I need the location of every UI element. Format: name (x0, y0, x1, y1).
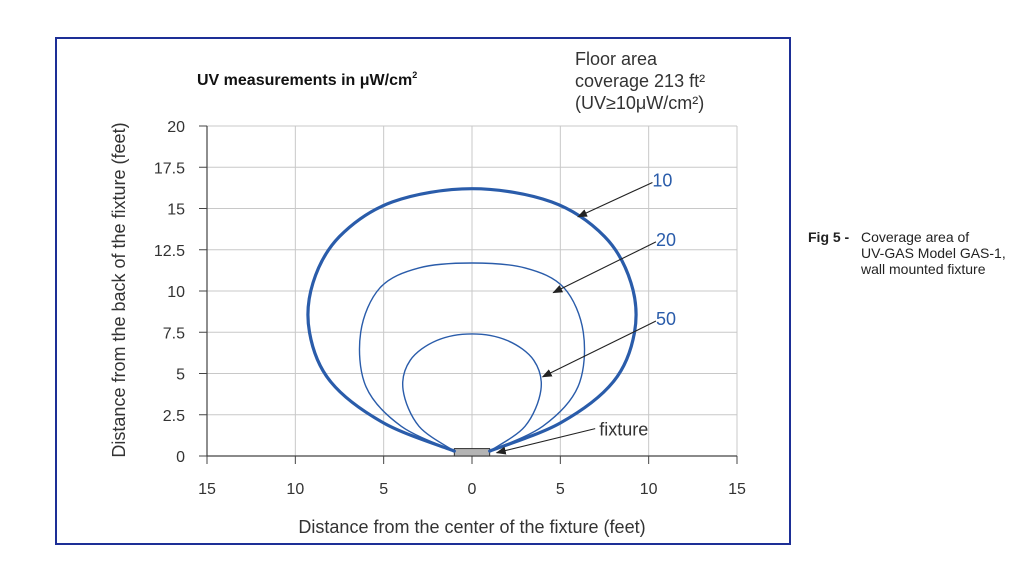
contour-line-10 (306, 187, 638, 453)
y-tick-label: 7.5 (163, 325, 185, 342)
contour-line-50 (402, 333, 542, 452)
contour-label-50: 50 (656, 309, 676, 329)
x-tick-label: 15 (728, 481, 746, 498)
figure-frame: 15 10 5 0 5 10 15 0 2.5 5 7.5 10 12.5 15 17.5 20 10 20 50… (55, 37, 791, 545)
y-tick-label: 2.5 (163, 408, 185, 425)
annotation-arrow (495, 428, 596, 455)
x-tick-label: 5 (379, 481, 388, 498)
y-tick-label: 0 (176, 449, 185, 466)
chart-title: UV measurements in μW/cm2 (197, 70, 417, 89)
fixture-layer (453, 448, 491, 457)
fixture-label: fixture (599, 420, 648, 440)
fixture-shape (453, 448, 491, 457)
y-axis-title: Distance from the back of the fixture (f… (109, 122, 129, 457)
contour-label-20: 20 (656, 230, 676, 250)
contour-series (306, 187, 638, 453)
x-tick-label: 15 (198, 481, 216, 498)
annotation-arrow (552, 241, 657, 294)
caption-line: wall mounted fixture (861, 261, 986, 277)
floor-area-note-line-3: (UV≥10μW/cm²) (575, 93, 704, 113)
caption-label: Fig 5 - (808, 229, 850, 245)
grid-lines (207, 125, 738, 456)
caption-line: Coverage area of (861, 229, 970, 245)
floor-area-note-line-2: coverage 213 ft² (575, 71, 705, 91)
annotation-arrow (541, 320, 657, 378)
x-tick-label: 5 (556, 481, 565, 498)
x-tick-label: 10 (640, 481, 658, 498)
y-tick-label: 5 (176, 367, 185, 384)
contour-label-10: 10 (652, 170, 672, 190)
x-axis-title: Distance from the center of the fixture … (298, 517, 645, 537)
caption-text: Coverage area of UV-GAS Model GAS-1, wal… (861, 229, 1023, 277)
annotations: 10 20 50 fixture (495, 170, 676, 455)
annotation-arrow (577, 181, 653, 218)
y-tick-label: 10 (167, 284, 185, 301)
x-tick-label: 10 (286, 481, 304, 498)
y-tick-label: 12.5 (154, 243, 185, 260)
caption-line: UV-GAS Model GAS-1, (861, 245, 1006, 261)
contour-line-20 (358, 262, 586, 452)
floor-area-note-line-1: Floor area (575, 49, 658, 69)
x-tick-label: 0 (468, 481, 477, 498)
y-tick-label: 20 (167, 119, 185, 136)
y-tick-label: 15 (167, 202, 185, 219)
y-tick-label: 17.5 (154, 160, 185, 177)
